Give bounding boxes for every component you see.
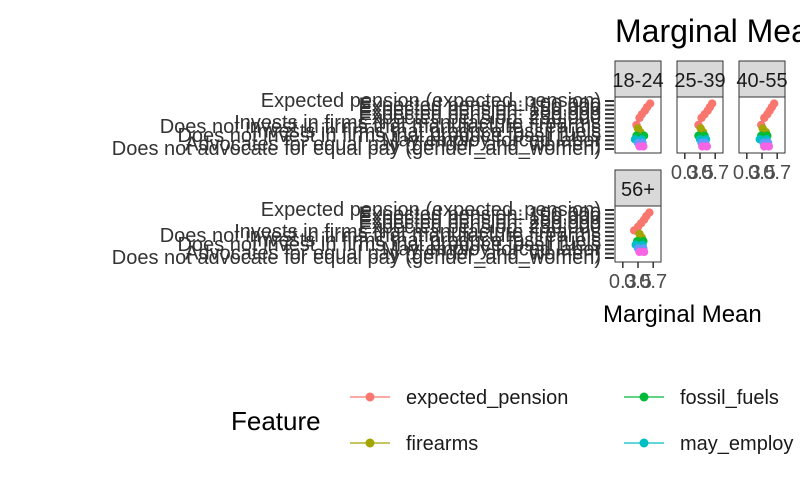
facet-strip	[676, 60, 724, 98]
data-point	[764, 142, 774, 151]
legend-item-label: may_employ	[680, 433, 793, 455]
facet-strip	[614, 169, 662, 207]
y-tick-label: Expected pension: 100,000	[359, 203, 601, 225]
y-tick-label: Advocates for equal pay (gender_and_wome…	[185, 134, 601, 156]
legend-item-fossil_fuels: fossil_fuels	[624, 387, 779, 409]
series-expected_pension	[757, 99, 779, 130]
y-tick-label: Expected pension: 200,000	[359, 212, 601, 234]
y-tick-label: Expected pension: 200,000	[359, 103, 601, 125]
y-tick-label: Expected pension: 150,000	[359, 208, 601, 230]
legend-item-label: expected_pension	[406, 387, 568, 409]
y-tick-label: Expected pension (expected_pension)	[261, 90, 601, 112]
facet-panel-25-39: 25-39 0.30.50.7	[671, 60, 729, 184]
legend: Feature expected_pension fossil_fuelsfire…	[231, 387, 793, 455]
series-unnamed	[635, 247, 649, 257]
legend-title: Feature	[231, 406, 321, 436]
x-axis: 0.30.50.7	[733, 153, 791, 184]
data-point	[702, 142, 712, 151]
y-tick-label: Expected pension: 100,000	[359, 94, 601, 116]
facet-strip	[738, 60, 786, 98]
y-tick-label: Expected pension: 250,000	[359, 107, 601, 129]
legend-key-point	[639, 438, 649, 448]
x-axis: 0.30.50.7	[609, 262, 667, 293]
legend-item-firearms: firearms	[350, 433, 478, 455]
y-tick-label: Expected pension: 150,000	[359, 99, 601, 121]
series-unnamed	[760, 142, 774, 151]
data-point	[697, 113, 706, 123]
facet-strip	[614, 60, 662, 98]
series-expected_pension	[694, 99, 717, 130]
x-tick-label: 0.7	[639, 271, 667, 293]
x-tick-label: 0.3	[733, 162, 761, 184]
x-tick-label: 0.5	[686, 162, 714, 184]
chart-title: Marginal Means	[615, 13, 800, 49]
facet-panel-40-55: 40-55 0.30.50.7	[733, 60, 791, 184]
x-axis: 0.30.50.7	[671, 153, 729, 184]
series-unnamed	[635, 142, 648, 151]
data-point	[635, 113, 644, 123]
y-tick-label: Does not invest in firms that manufactur…	[160, 225, 601, 247]
y-tick-label: Does not advocate for equal pay (gender_…	[112, 247, 601, 269]
data-point	[760, 113, 769, 123]
y-tick-label: Expected pension: 250,000	[359, 216, 601, 238]
data-point	[639, 247, 649, 257]
x-tick-label: 0.7	[701, 162, 729, 184]
legend-item-expected_pension: expected_pension	[350, 387, 568, 409]
series-expected_pension	[630, 208, 654, 235]
y-tick-label: Invests in firms that produce fossil fue…	[252, 230, 601, 252]
x-tick-label: 0.5	[624, 271, 652, 293]
x-tick-label: 0.3	[671, 162, 699, 184]
x-tick-label: 0.5	[748, 162, 776, 184]
facet-strip-label: 40-55	[736, 70, 787, 92]
legend-item-may_employ: may_employ	[624, 433, 793, 455]
data-point	[639, 142, 648, 151]
facet-strip-label: 18-24	[612, 70, 663, 92]
y-tick-label: Invests in firms that produce fossil fue…	[252, 121, 601, 143]
x-tick-label: 0.3	[609, 271, 637, 293]
y-tick-label: Invests in firms that manufacture firear…	[234, 112, 601, 134]
x-tick-label: 0.7	[763, 162, 791, 184]
legend-key-point	[365, 392, 375, 402]
y-tick-label: Invests in firms that manufacture firear…	[234, 221, 601, 243]
legend-item-label: fossil_fuels	[680, 387, 779, 409]
y-tick-label: Does not invest in firms that produce fo…	[177, 125, 601, 147]
facet-strip-label: 25-39	[674, 70, 725, 92]
legend-key-point	[365, 438, 375, 448]
y-axis-labels: Expected pension (expected_pension)Expec…	[112, 90, 614, 160]
x-axis-label: Marginal Mean	[603, 301, 762, 328]
y-tick-label: May employ forced labor	[382, 129, 601, 151]
facet-panel-56+: 56+ Expected pension (expected_pension)Ex…	[112, 169, 667, 293]
y-tick-label: Does not invest in firms that produce fo…	[177, 234, 601, 256]
legend-item-label: firearms	[406, 433, 478, 455]
y-axis-labels: Expected pension (expected_pension)Expec…	[112, 199, 614, 269]
y-tick-label: Does not invest in firms that manufactur…	[160, 116, 601, 138]
y-tick-label: Does not advocate for equal pay (gender_…	[112, 138, 601, 160]
facet-strip-label: 56+	[621, 179, 655, 201]
y-tick-label: Expected pension (expected_pension)	[261, 199, 601, 221]
y-tick-label: May employ forced labor	[382, 238, 601, 260]
series-unnamed	[698, 142, 712, 151]
y-tick-label: Advocates for equal pay (gender_and_wome…	[185, 243, 601, 265]
legend-key-point	[639, 392, 649, 402]
